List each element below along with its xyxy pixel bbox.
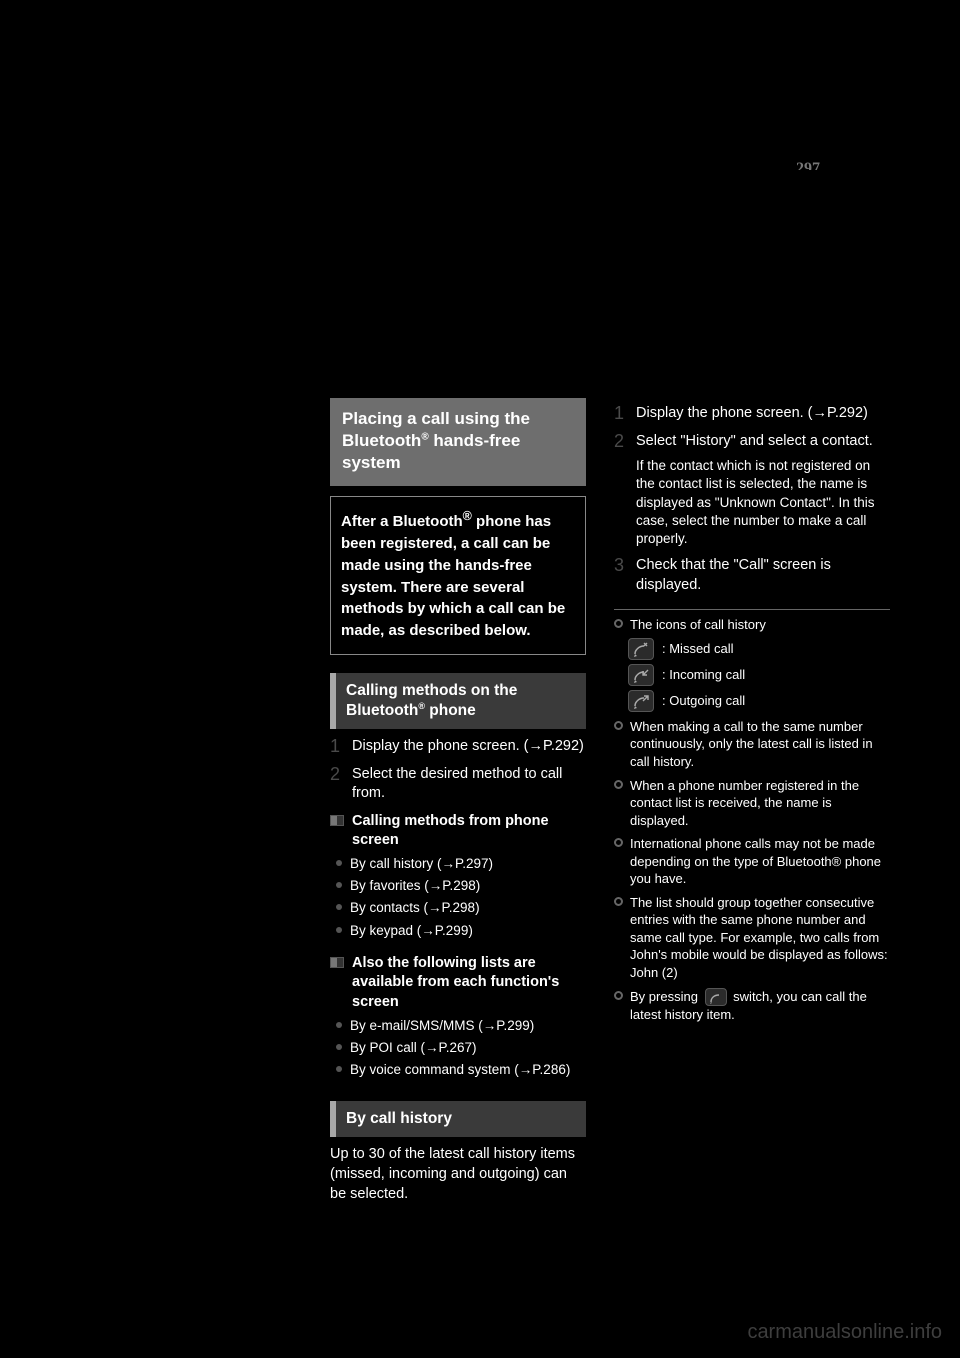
- step-1: 1 Display the phone screen. (→P.292): [330, 737, 586, 757]
- step-text: Check that the "Call" screen is displaye…: [636, 556, 890, 595]
- icon-legend-label: : Outgoing call: [662, 692, 745, 710]
- registered-mark: ®: [421, 431, 428, 442]
- step-text: Display the phone screen. (→P.292): [352, 737, 586, 757]
- step-number: 2: [614, 432, 636, 549]
- icon-legend-row: : Outgoing call: [628, 690, 890, 712]
- left-column: Placing a call using the Bluetooth® hand…: [330, 398, 586, 1204]
- list-item-text: By call history (→P.297): [350, 855, 586, 873]
- ring-bullet-icon: [614, 838, 623, 847]
- icon-legend-label: : Missed call: [662, 640, 734, 658]
- incoming-call-icon: [628, 664, 654, 686]
- note-item: International phone calls may not be mad…: [614, 835, 890, 888]
- note-5-pre: By pressing: [630, 989, 702, 1004]
- sublist-b-heading: Also the following lists are available f…: [330, 954, 586, 1013]
- subheading-by-call-history: By call history: [330, 1101, 586, 1137]
- list-item-text: By keypad (→P.299): [350, 922, 586, 940]
- notes-title: The icons of call history: [630, 616, 766, 634]
- ring-bullet-icon: [614, 991, 623, 1000]
- page-body: Placing a call using the Bluetooth® hand…: [130, 170, 830, 1188]
- note-text: The list should group together consecuti…: [630, 894, 890, 982]
- list-item: By POI call (→P.267): [336, 1039, 586, 1057]
- list-item-text: By favorites (→P.298): [350, 877, 586, 895]
- bullet-icon: [336, 904, 342, 910]
- step-number: 1: [614, 404, 636, 424]
- list-item-text: By contacts (→P.298): [350, 899, 586, 917]
- step-2-detail: If the contact which is not registered o…: [636, 457, 890, 548]
- list-item: By contacts (→P.298): [336, 899, 586, 917]
- phone-switch-icon: [705, 988, 727, 1006]
- topic-title-band: Placing a call using the Bluetooth® hand…: [330, 398, 586, 486]
- list-item-text: By e-mail/SMS/MMS (→P.299): [350, 1017, 586, 1035]
- bullet-icon: [336, 1044, 342, 1050]
- sublist-a-title: Calling methods from phone screen: [352, 812, 586, 851]
- notes-block: The icons of call history : Missed call …: [614, 609, 890, 1023]
- list-item: By keypad (→P.299): [336, 922, 586, 940]
- sublist-a-heading: Calling methods from phone screen: [330, 812, 586, 851]
- note-text: International phone calls may not be mad…: [630, 835, 890, 888]
- notes-title-row: The icons of call history: [614, 616, 890, 634]
- step-text: Select the desired method to call from.: [352, 765, 586, 804]
- step-1: 1 Display the phone screen. (→P.292): [614, 404, 890, 424]
- step-number: 1: [330, 737, 352, 757]
- history-intro-text: Up to 30 of the latest call history item…: [330, 1145, 586, 1204]
- note-text: When making a call to the same number co…: [630, 718, 890, 771]
- intro-post: phone has been registered, a call can be…: [341, 513, 565, 639]
- step-2-line: Select "History" and select a contact.: [636, 432, 890, 452]
- missed-call-icon: [628, 638, 654, 660]
- registered-mark: ®: [463, 509, 472, 523]
- list-item-text: By voice command system (→P.286): [350, 1061, 586, 1079]
- list-item: By e-mail/SMS/MMS (→P.299): [336, 1017, 586, 1035]
- icon-legend-label: : Incoming call: [662, 666, 745, 684]
- subheading-calling-methods: Calling methods on the Bluetooth® phone: [330, 673, 586, 729]
- outgoing-call-icon: [628, 690, 654, 712]
- list-item: By call history (→P.297): [336, 855, 586, 873]
- square-bullet-icon: [330, 957, 344, 968]
- subheading-post: phone: [425, 702, 476, 719]
- ring-bullet-icon: [614, 619, 623, 628]
- note-text: By pressing switch, you can call the lat…: [630, 988, 890, 1024]
- bullet-icon: [336, 1066, 342, 1072]
- ring-bullet-icon: [614, 721, 623, 730]
- ring-bullet-icon: [614, 780, 623, 789]
- note-item: By pressing switch, you can call the lat…: [614, 988, 890, 1024]
- list-item-text: By POI call (→P.267): [350, 1039, 586, 1057]
- step-3: 3 Check that the "Call" screen is displa…: [614, 556, 890, 595]
- step-2: 2 Select the desired method to call from…: [330, 765, 586, 804]
- list-item: By favorites (→P.298): [336, 877, 586, 895]
- step-text: Select "History" and select a contact. I…: [636, 432, 890, 549]
- note-text: When a phone number registered in the co…: [630, 777, 890, 830]
- intro-box: After a Bluetooth® phone has been regist…: [330, 496, 586, 655]
- square-bullet-icon: [330, 815, 344, 826]
- list-item: By voice command system (→P.286): [336, 1061, 586, 1079]
- icon-legend-row: : Missed call: [628, 638, 890, 660]
- registered-mark: ®: [418, 701, 425, 711]
- ring-bullet-icon: [614, 897, 623, 906]
- step-number: 2: [330, 765, 352, 804]
- bullet-icon: [336, 882, 342, 888]
- note-item: The list should group together consecuti…: [614, 894, 890, 982]
- step-2: 2 Select "History" and select a contact.…: [614, 432, 890, 549]
- note-item: When a phone number registered in the co…: [614, 777, 890, 830]
- right-column: 1 Display the phone screen. (→P.292) 2 S…: [614, 398, 890, 1204]
- step-number: 3: [614, 556, 636, 595]
- bullet-icon: [336, 860, 342, 866]
- intro-pre: After a Bluetooth: [341, 513, 463, 530]
- sublist-b-title: Also the following lists are available f…: [352, 954, 586, 1013]
- note-item: When making a call to the same number co…: [614, 718, 890, 771]
- bullet-icon: [336, 1022, 342, 1028]
- icon-legend-row: : Incoming call: [628, 664, 890, 686]
- watermark: carmanualsonline.info: [747, 1321, 942, 1344]
- bullet-icon: [336, 927, 342, 933]
- step-text: Display the phone screen. (→P.292): [636, 404, 890, 424]
